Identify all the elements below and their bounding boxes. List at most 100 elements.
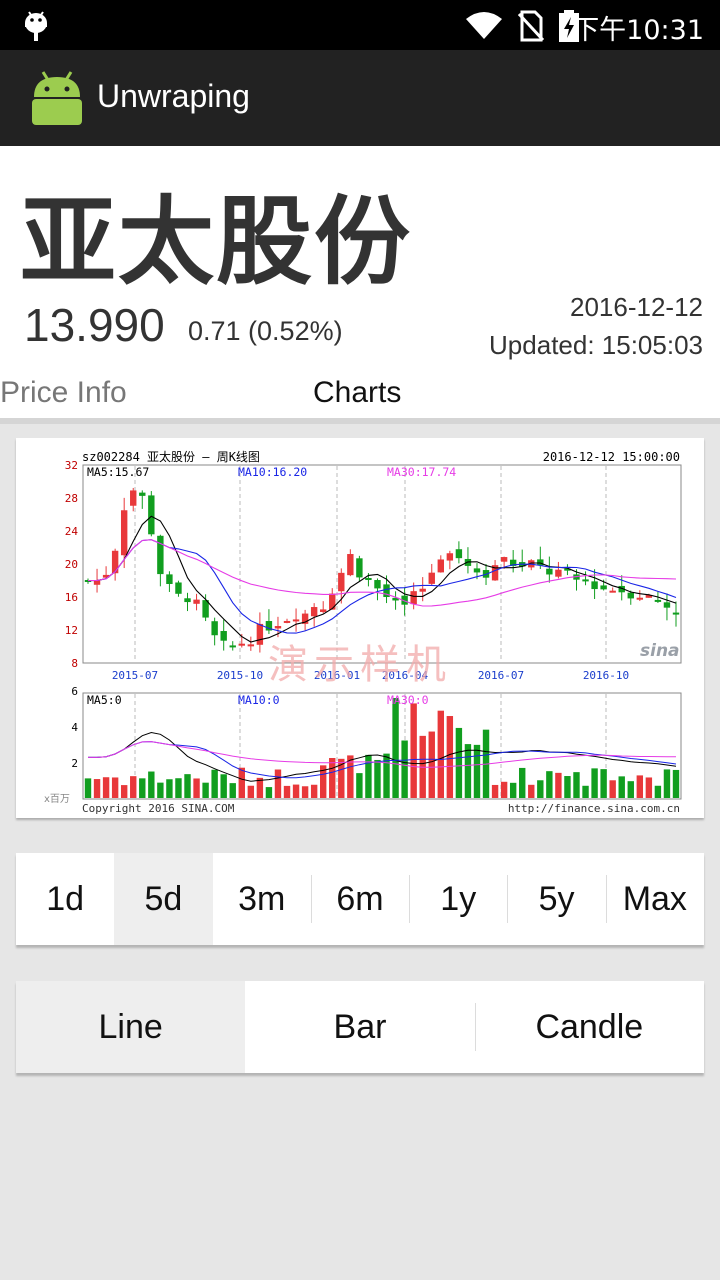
candle-body (148, 495, 155, 535)
volume-tick-label: 4 (71, 721, 78, 734)
candle-body (329, 593, 336, 610)
volume-bar (84, 778, 92, 798)
volume-bar (157, 782, 164, 798)
candle-body (202, 600, 209, 618)
volume-bar (238, 767, 245, 798)
price-tick-label: 16 (65, 591, 78, 604)
candle-body (609, 590, 616, 593)
app-title: Unwraping (97, 78, 250, 114)
ma30-label: MA30:17.74 (387, 465, 456, 479)
chart-type-selector: Line Bar Candle (16, 981, 704, 1073)
volume-bar (672, 769, 680, 798)
price-tick-label: 12 (65, 624, 78, 637)
volume-bar (564, 776, 571, 798)
android-app-icon (32, 71, 82, 125)
android-debug-icon (25, 11, 47, 41)
volume-bar (247, 785, 255, 798)
range-max-button[interactable]: Max (605, 853, 704, 945)
quote-date: 2016-12-12 (570, 292, 703, 322)
date-tick-label: 2016-04 (382, 669, 429, 682)
stock-change: 0.71 (0.52%) (188, 316, 343, 346)
volume-bar (256, 777, 264, 798)
stock-header: 亚太股份 13.990 0.71 (0.52%) 2016-12-12 Upda… (0, 146, 720, 418)
volume-ma30-line (88, 741, 677, 768)
volume-bar (338, 758, 345, 798)
candle-body (292, 619, 300, 622)
chart-type-line-button[interactable]: Line (16, 981, 246, 1073)
volume-ma5-line (88, 731, 677, 782)
volume-tick-label: 2 (71, 757, 78, 770)
price-tick-label: 20 (65, 558, 78, 571)
candle-body (301, 613, 309, 624)
ma5-label: MA5:15.67 (87, 465, 149, 479)
volume-bar (618, 776, 625, 798)
candle-body (166, 574, 173, 584)
candle-body (283, 620, 291, 623)
date-tick-label: 2015-10 (217, 669, 263, 682)
candle-body (338, 572, 345, 592)
chart-type-candle-button[interactable]: Candle (474, 981, 704, 1073)
volume-bar (347, 755, 354, 798)
volume-tick-label: 6 (71, 685, 78, 698)
volume-bar (175, 778, 182, 798)
volume-bar (519, 767, 526, 798)
time-range-selector: 1d 5d 3m 6m 1y 5y Max (16, 853, 704, 945)
volume-bar (654, 785, 662, 798)
candle-body (455, 549, 463, 559)
candle-body (446, 553, 454, 561)
date-tick-label: 2016-07 (478, 669, 524, 682)
status-bar: 下午10:31 (0, 0, 720, 50)
volume-ma10-line (88, 741, 677, 779)
range-3m-button[interactable]: 3m (238, 879, 286, 918)
tab-charts[interactable]: Charts (313, 376, 402, 409)
candle-body (130, 490, 137, 506)
candle-body (645, 595, 653, 598)
price-tick-label: 32 (65, 459, 78, 472)
volume-bar (401, 740, 408, 798)
candle-body (356, 558, 363, 578)
volume-bar (301, 786, 309, 798)
volume-bar (274, 769, 282, 798)
candle-body (555, 569, 562, 577)
candle-body (627, 592, 634, 599)
sina-logo: sina (640, 641, 680, 661)
volume-bar (392, 698, 399, 798)
candle-body (410, 591, 417, 605)
range-6m-button[interactable]: 6m (310, 853, 409, 945)
volume-bar (455, 727, 463, 798)
volume-bar (356, 773, 363, 798)
candle-body (238, 643, 245, 646)
range-1d-button[interactable]: 1d (46, 879, 85, 918)
volume-bar (591, 768, 598, 798)
candle-body (636, 597, 644, 600)
candle-body (265, 621, 273, 631)
range-5d-button[interactable]: 5d (114, 853, 213, 945)
quote-updated-time: Updated: 15:05:03 (489, 330, 703, 360)
candle-body (582, 579, 589, 582)
volume-bar (130, 776, 137, 798)
candle-body (84, 580, 92, 583)
volume-bar (283, 785, 291, 798)
range-1y-button[interactable]: 1y (409, 853, 507, 945)
candle-body (320, 609, 327, 612)
candle-body (184, 598, 191, 603)
candle-body (500, 557, 508, 562)
chart-copyright: Copyright 2016 SINA.COM (82, 802, 235, 815)
battery-charging-icon (559, 10, 579, 42)
volume-bar (528, 784, 535, 798)
tab-divider (0, 418, 720, 424)
range-5y-button[interactable]: 5y (507, 853, 605, 945)
candle-body (401, 595, 408, 605)
candle-body (419, 588, 426, 592)
volume-bar (184, 774, 191, 798)
candle-body (93, 580, 101, 585)
volume-bar (220, 774, 227, 798)
candle-body (618, 585, 625, 593)
candle-body (211, 621, 218, 636)
volume-bar (120, 785, 128, 798)
tab-price-info[interactable]: Price Info (0, 376, 127, 409)
volume-bar (320, 765, 327, 798)
candle-body (654, 599, 662, 602)
chart-type-bar-button[interactable]: Bar (333, 1007, 387, 1046)
volume-bar (310, 784, 318, 798)
